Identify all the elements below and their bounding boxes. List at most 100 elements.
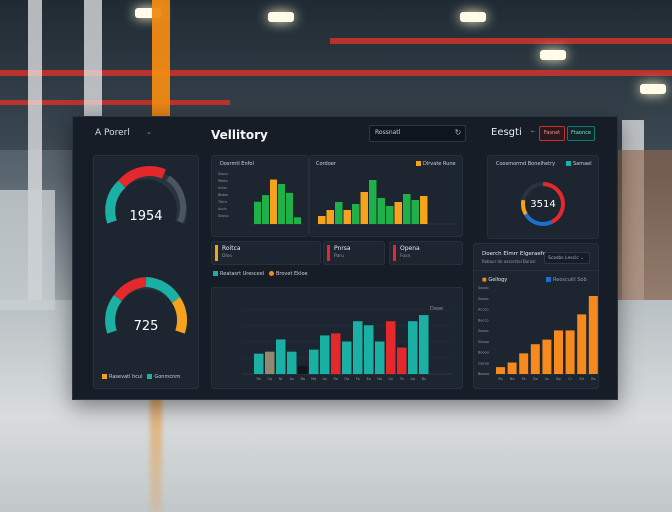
kpi-sub: Fosn: [400, 254, 411, 259]
mid-chart-legend-label: Dirvate Rune: [423, 161, 456, 167]
x-tick-label: Bo: [556, 377, 561, 381]
right-panel-dropdown-label: Scosbs Lescic: [548, 256, 579, 261]
x-tick-label: Ap: [410, 377, 415, 381]
mid-chart-legend: Dirvate Rune: [416, 161, 456, 167]
legend-swatch: [268, 271, 274, 276]
chevron-down-icon[interactable]: ⌄: [146, 128, 152, 136]
gauge-1-value: 1954: [129, 209, 162, 224]
x-tick-label: Ca: [267, 377, 272, 381]
gauge-2-segment-teal-2: [145, 277, 181, 303]
dashboard-window: A Porerl ⌄ Vellitory Rossnatl ↻ Eesgti ←…: [72, 116, 618, 400]
kpi-sub: Paru: [334, 254, 344, 259]
y-tick-label: Gacoo: [478, 361, 489, 365]
bar: [326, 210, 334, 224]
y-tick-label: Baooo: [478, 372, 489, 376]
orange-pillar: [152, 0, 170, 118]
gauge-2-segment-red: [113, 277, 147, 302]
ceiling-beam: [0, 100, 230, 105]
x-tick-label: As: [290, 377, 294, 381]
x-tick-label: Ro: [257, 377, 261, 381]
right-panel-legend-label: Reoscuitl Sob: [553, 277, 587, 283]
gauge-1: 1954: [105, 166, 187, 224]
bar: [397, 347, 407, 374]
kpi-label: Roitca: [222, 245, 241, 252]
divider: [474, 270, 598, 271]
kpi-tile[interactable]: Pnrsa Paru: [323, 241, 385, 265]
x-tick-label: Do: [533, 377, 538, 381]
x-tick-label: Ba: [300, 377, 305, 381]
header-button-1[interactable]: Fasnet: [539, 126, 565, 141]
top-chart-y-tick: Sbsvo: [218, 214, 229, 218]
top-chart-y-tick: Acloc: [218, 186, 228, 190]
kpi-accent-bar: [327, 245, 330, 261]
section-title: Eesgti: [491, 127, 522, 138]
right-panel-dropdown[interactable]: Scosbs Lescic ⌄: [544, 252, 590, 264]
kpi-tile[interactable]: Opena Fosn: [389, 241, 463, 265]
gauges-card: 1954 725 Rasevatl hcul Gonmcnrn: [93, 155, 199, 389]
gauge-1-segment-red: [118, 166, 166, 188]
y-tick-label: Sooco: [478, 297, 489, 301]
legend-swatch: [566, 161, 571, 166]
bottom-legend-label-2: Brovet Ekloe: [275, 271, 308, 277]
bar: [309, 349, 319, 374]
bar: [394, 202, 402, 224]
kpi-label: Pnrsa: [334, 245, 351, 252]
kpi-accent-bar: [215, 245, 218, 261]
arrow-left-icon[interactable]: ←: [530, 129, 536, 135]
x-tick-label: Cr: [568, 377, 572, 381]
ceiling-light: [460, 12, 486, 22]
donut-card: Coosmormd Bonelhetry Samael 3514: [487, 155, 599, 239]
bar: [318, 216, 326, 224]
search-input[interactable]: Rossnatl: [369, 125, 466, 142]
y-tick-label: Accoo: [478, 308, 488, 312]
right-panel-card: Doerch Elmrr Elgeraefe Robour do asserst…: [473, 243, 599, 389]
x-tick-label: Oa: [344, 377, 349, 381]
ceiling-light: [135, 8, 161, 18]
donut-arc-red: [521, 182, 565, 226]
search-input-text: Rossnatl: [375, 129, 401, 136]
mid-chart-title: Cordoer: [316, 161, 336, 167]
gauge-2-segment-orange: [171, 297, 188, 334]
bar: [262, 195, 269, 224]
bar: [403, 194, 411, 224]
x-tick-label: Nr: [279, 377, 284, 381]
right-panel-title: Doerch Elmrr Elgeraefe: [482, 251, 547, 257]
donut-title: Coosmormd Bonelhetry: [496, 161, 556, 167]
bar: [364, 325, 374, 374]
donut-arc-blue: [521, 182, 565, 226]
bar: [294, 217, 301, 224]
gauge-2: 725: [105, 277, 188, 334]
top-bar-chart: [252, 179, 304, 225]
x-tick-label: Ra: [334, 377, 339, 381]
header-button-2[interactable]: Ftaonce: [567, 126, 595, 141]
x-tick-label: Bs: [422, 377, 426, 381]
ceiling-light: [268, 12, 294, 22]
gauge-legend: Rasevatl hcul Gonmcnrn: [102, 374, 180, 380]
donut-legend: Samael: [566, 161, 592, 167]
legend-swatch: [546, 277, 551, 282]
mid-chart-card: Cordoer Dirvate Rune: [309, 155, 463, 237]
brand-name[interactable]: A Porerl: [95, 128, 130, 138]
bar: [353, 321, 363, 374]
bar: [278, 184, 285, 224]
bar: [530, 344, 540, 374]
right-panel-sub-title: Gellogy: [488, 277, 508, 283]
bar: [298, 365, 308, 374]
y-tick-label: Socoo: [478, 286, 489, 290]
top-chart-y-tick: Tbiro: [218, 200, 227, 204]
legend-swatch: [416, 161, 421, 166]
kpi-sub: Dlos: [222, 254, 232, 259]
gauge-1-segment-teal: [105, 180, 126, 224]
top-chart-y-tick: Acclc: [218, 207, 228, 211]
factory-machine: [0, 190, 55, 310]
ceiling-light: [540, 50, 566, 60]
kpi-tile[interactable]: Roitca Dlos: [211, 241, 321, 265]
refresh-icon[interactable]: ↻: [454, 128, 462, 137]
x-tick-label: Ea: [367, 377, 371, 381]
bar: [335, 202, 343, 224]
x-tick-label: Ce: [388, 377, 393, 381]
floor-reflection: [150, 395, 162, 512]
ceiling-light: [640, 84, 666, 94]
bar: [360, 192, 368, 224]
bar: [565, 330, 575, 374]
